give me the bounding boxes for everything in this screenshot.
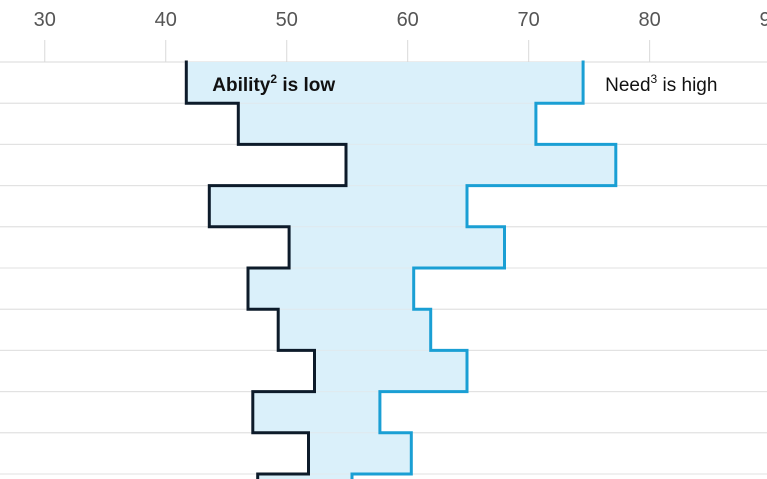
band-row-5 (289, 226, 505, 268)
x-tick-label-50: 50 (276, 9, 298, 31)
x-tick-label-30: 30 (34, 9, 56, 31)
x-tick-label-80: 80 (639, 9, 661, 31)
band-row-6 (248, 268, 414, 310)
x-tick-labels: 30 40 50 60 70 80 90 (34, 9, 767, 31)
band-row-2 (238, 103, 536, 145)
x-tick-label-70: 70 (518, 9, 540, 31)
band-row-7 (278, 309, 431, 351)
band-row-9 (252, 391, 380, 433)
band-row-1 (186, 62, 584, 104)
x-tick-label-40: 40 (155, 9, 177, 31)
annotation-ability-low: Ability2 is low (212, 72, 335, 96)
band-row-3 (345, 144, 616, 186)
band-layer (0, 62, 767, 479)
band-row-4 (209, 185, 467, 227)
need-step-line (350, 60, 618, 479)
x-tick-label-90: 90 (760, 9, 767, 31)
line-layer (184, 60, 618, 479)
ability-step-line (184, 60, 348, 479)
band-row-8 (314, 350, 467, 392)
annotation-need-high: Need3 is high (605, 72, 717, 96)
x-tick-label-60: 60 (397, 9, 419, 31)
annotations: Ability2 is low Need3 is high (212, 72, 717, 96)
band-row-10 (308, 432, 412, 474)
band-row-11 (257, 474, 353, 479)
